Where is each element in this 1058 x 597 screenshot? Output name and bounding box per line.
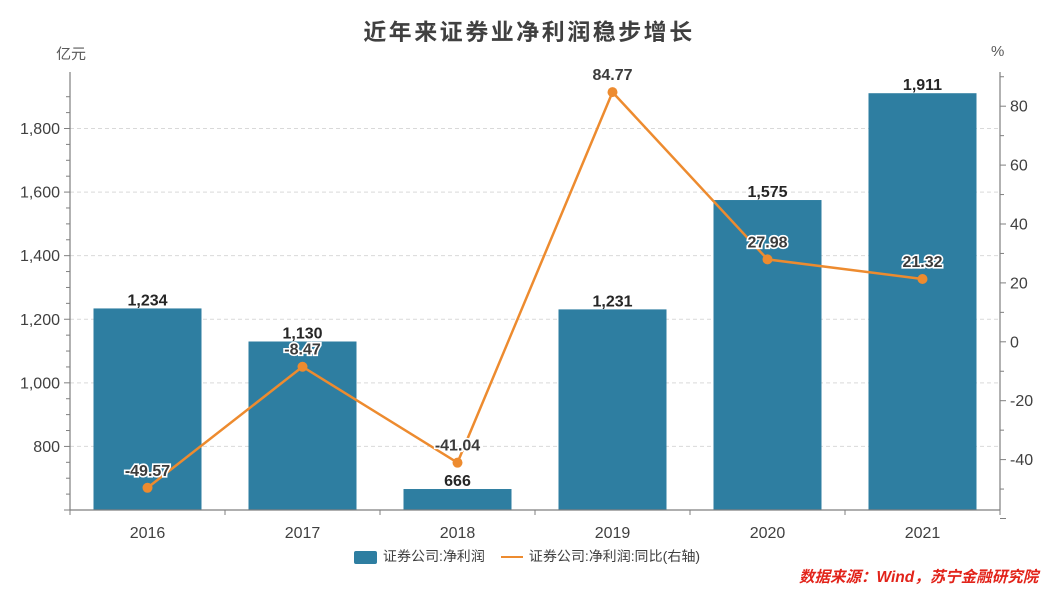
svg-text:1,130: 1,130: [282, 326, 322, 343]
svg-text:800: 800: [33, 439, 60, 456]
svg-text:60: 60: [1010, 158, 1028, 175]
svg-text:80: 80: [1010, 99, 1028, 116]
svg-text:-41.04: -41.04: [435, 438, 480, 455]
svg-text:2016: 2016: [130, 525, 166, 542]
svg-text:84.77: 84.77: [592, 67, 632, 84]
svg-text:1,000: 1,000: [20, 375, 60, 392]
svg-text:1,800: 1,800: [20, 121, 60, 138]
svg-text:1,911: 1,911: [903, 77, 942, 94]
svg-text:2021: 2021: [905, 525, 941, 542]
svg-text:0: 0: [1010, 334, 1019, 351]
svg-text:-40: -40: [1010, 452, 1033, 469]
svg-text:27.98: 27.98: [747, 234, 787, 251]
svg-text:1,231: 1,231: [592, 293, 632, 310]
svg-text:-8.47: -8.47: [284, 342, 321, 359]
svg-text:2018: 2018: [440, 525, 476, 542]
svg-text:1,234: 1,234: [127, 292, 167, 309]
svg-text:1,400: 1,400: [20, 248, 60, 265]
svg-text:666: 666: [444, 473, 471, 490]
svg-text:-49.57: -49.57: [125, 463, 170, 480]
svg-text:1,600: 1,600: [20, 185, 60, 202]
svg-text:2019: 2019: [595, 525, 631, 542]
svg-text:1,575: 1,575: [747, 184, 787, 201]
svg-text:40: 40: [1010, 217, 1028, 234]
svg-text:21.32: 21.32: [902, 254, 942, 271]
svg-text:2017: 2017: [285, 525, 321, 542]
svg-text:20: 20: [1010, 275, 1028, 292]
svg-text:-20: -20: [1010, 393, 1033, 410]
svg-text:1,200: 1,200: [20, 312, 60, 329]
svg-text:2020: 2020: [750, 525, 786, 542]
